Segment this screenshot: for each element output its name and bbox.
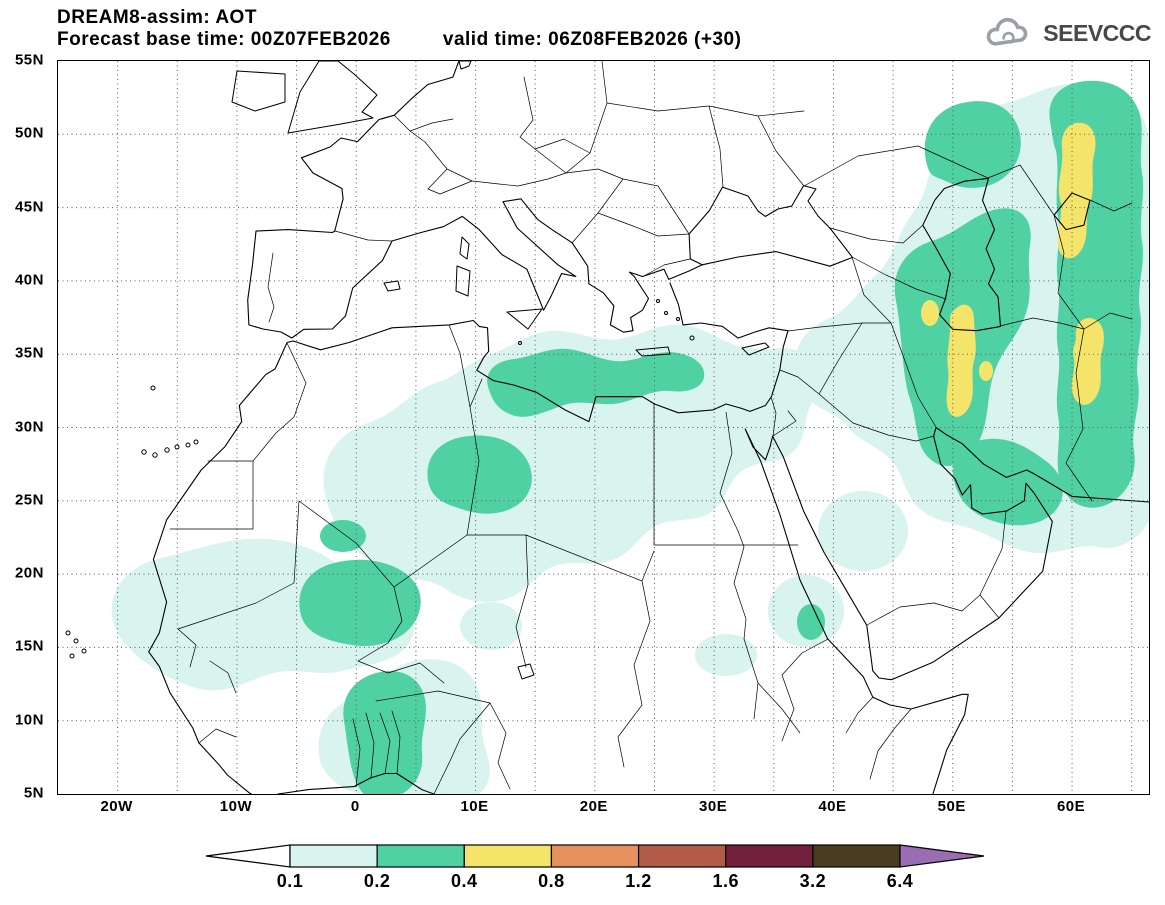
- aot-shade-level-0.2: [299, 80, 1144, 794]
- lat-tick-label: 20N: [14, 564, 44, 582]
- colorbar-tick-label: 0.1: [276, 871, 304, 891]
- colorbar-arrow-high: [899, 844, 985, 868]
- cloud-icon: [987, 17, 1028, 46]
- plot-subtitle: Forecast base time: 00Z07FEB2026 valid ti…: [57, 29, 741, 51]
- lon-tick-label: 10E: [460, 798, 489, 815]
- lat-tick-label: 40N: [14, 271, 44, 289]
- colorbar-tick-label: 3.2: [799, 871, 827, 891]
- islands: [231, 61, 770, 357]
- colorbar-segment: [376, 844, 465, 868]
- longitude-axis: 20W 10W 0 10E 20E 30E 40E 50E 60E: [57, 798, 1148, 820]
- colorbar: 0.1 0.2 0.4 0.8 1.2 1.6 3.2 6.4: [205, 843, 985, 901]
- lat-tick-label: 45N: [14, 198, 44, 216]
- latitude-axis: 55N 50N 45N 40N 35N 30N 25N 20N 15N 10N 5N: [0, 52, 50, 802]
- lon-tick-label: 30E: [699, 798, 728, 815]
- coast-red-sea-arabia: [744, 426, 1149, 794]
- coast-caspian: [922, 177, 1002, 332]
- borders-europe: [267, 61, 989, 323]
- forecast-base-time: Forecast base time: 00Z07FEB2026: [57, 29, 391, 50]
- lat-tick-label: 35N: [14, 344, 44, 362]
- lat-tick-label: 55N: [14, 51, 44, 69]
- lon-tick-label: 0: [350, 798, 360, 815]
- colorbar-tick-label: 1.2: [625, 871, 652, 891]
- small-island-dots: [65, 299, 695, 659]
- colorbar-segment: [550, 844, 640, 868]
- lat-tick-label: 30N: [14, 418, 44, 435]
- colorbar-segment: [812, 844, 901, 868]
- colorbar-segment: [637, 844, 727, 868]
- lon-tick-label: 40E: [818, 798, 847, 815]
- colorbar-segment: [289, 844, 378, 868]
- colorbar-tick-label: 1.6: [712, 871, 739, 891]
- coast-aral: [1053, 192, 1091, 231]
- colorbar-segment: [725, 844, 814, 868]
- country-borders: [169, 61, 1133, 794]
- lat-tick-label: 15N: [14, 637, 44, 655]
- lon-tick-label: 60E: [1056, 798, 1086, 815]
- colorbar-tick-label: 0.8: [538, 871, 565, 891]
- seevccc-logo: SEEVCCC: [982, 14, 1151, 52]
- colorbar-tick-label: 0.2: [363, 871, 391, 891]
- logo-text: SEEVCCC: [1043, 19, 1151, 46]
- lon-tick-label: 50E: [937, 798, 966, 815]
- colorbar-segment: [463, 844, 553, 868]
- borders-africa: [169, 324, 912, 794]
- valid-time: valid time: 06Z08FEB2026 (+30): [442, 29, 742, 50]
- gridlines: [58, 61, 1149, 794]
- coast-black-sea: [688, 185, 854, 267]
- coast-anatolia-africa: [148, 282, 789, 794]
- colorbar-scale: [205, 844, 985, 868]
- lat-tick-label: 25N: [14, 491, 44, 509]
- colorbar-tick-label: 6.4: [886, 871, 914, 891]
- colorbar-arrow-low: [205, 844, 291, 868]
- coast-europe: [247, 61, 703, 339]
- lat-tick-label: 50N: [14, 124, 44, 142]
- aot-shade-level-0.4: [921, 122, 1104, 417]
- lon-tick-label: 20W: [100, 798, 133, 815]
- colorbar-tick-label: 0.4: [451, 871, 478, 891]
- lake-chad: [517, 663, 535, 680]
- lat-tick-label: 5N: [23, 784, 44, 802]
- borders-mideast: [770, 164, 1133, 626]
- map-canvas: [58, 61, 1149, 794]
- coastlines: [65, 61, 1149, 794]
- lon-tick-label: 10W: [219, 798, 253, 815]
- lat-tick-label: 10N: [14, 711, 44, 729]
- plot-title: DREAM8-assim: AOT: [57, 7, 257, 28]
- map-frame: [57, 60, 1150, 795]
- lon-tick-label: 20E: [579, 798, 608, 815]
- nile-river: [719, 411, 801, 734]
